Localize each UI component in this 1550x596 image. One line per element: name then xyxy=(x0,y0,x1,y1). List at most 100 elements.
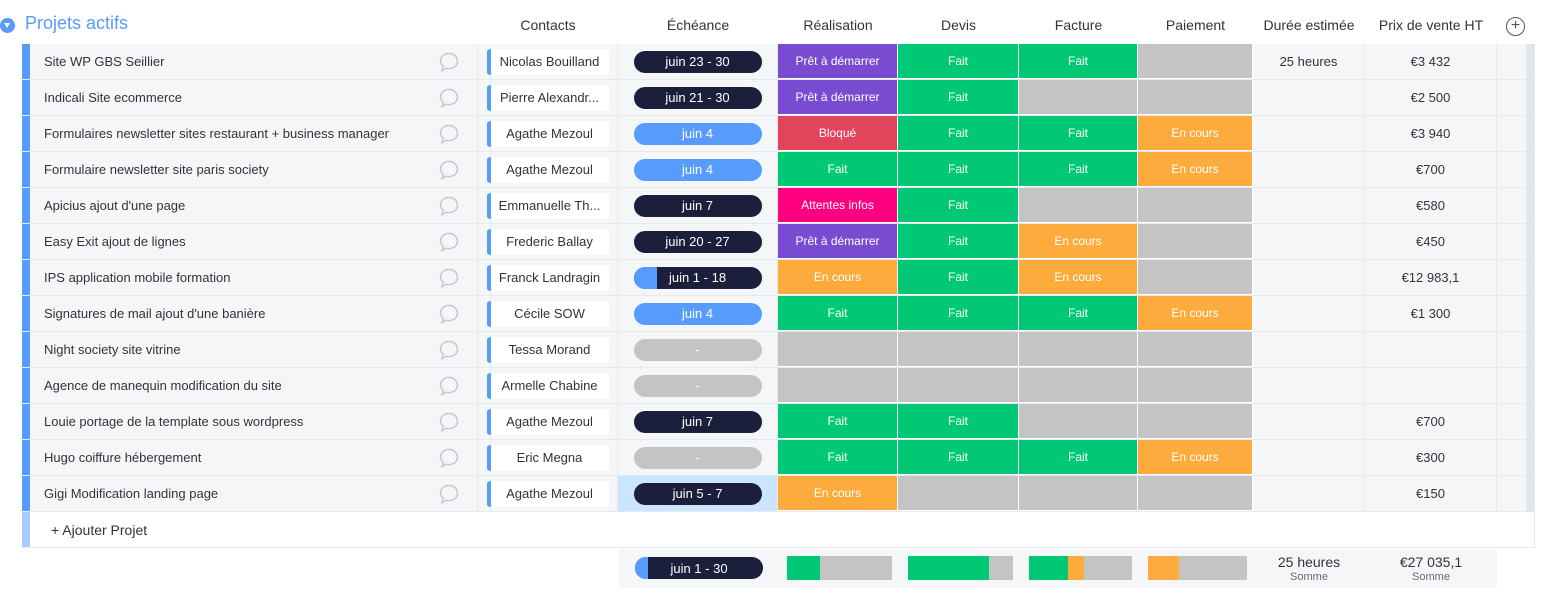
project-name[interactable]: Gigi Modification landing page xyxy=(30,476,478,511)
status-realisation[interactable]: Fait xyxy=(778,152,898,187)
comment-bubble-icon[interactable] xyxy=(438,303,460,325)
date-pill[interactable]: juin 4 xyxy=(633,302,762,325)
contact-chip[interactable]: Emmanuelle Th... xyxy=(486,192,609,219)
duree-cell[interactable] xyxy=(1253,116,1365,151)
status-devis[interactable] xyxy=(898,476,1019,511)
date-pill[interactable]: juin 7 xyxy=(633,410,762,433)
column-header-echeance[interactable]: Échéance xyxy=(666,17,730,33)
status-realisation[interactable]: Attentes infos xyxy=(778,188,898,223)
status-realisation[interactable]: Bloqué xyxy=(778,116,898,151)
status-paiement[interactable] xyxy=(1138,224,1253,259)
status-paiement[interactable] xyxy=(1138,404,1253,439)
comment-bubble-icon[interactable] xyxy=(438,159,460,181)
prix-cell[interactable]: €700 xyxy=(1365,152,1497,187)
duree-cell[interactable] xyxy=(1253,476,1365,511)
duree-cell[interactable] xyxy=(1253,404,1365,439)
project-name[interactable]: Indicali Site ecommerce xyxy=(30,80,478,115)
table-row[interactable]: Formulaire newsletter site paris society… xyxy=(22,152,1535,188)
comment-bubble-icon[interactable] xyxy=(438,195,460,217)
duree-cell[interactable] xyxy=(1253,368,1365,403)
duree-cell[interactable]: 25 heures xyxy=(1253,44,1365,79)
group-title[interactable]: Projets actifs xyxy=(25,13,129,33)
status-realisation[interactable]: En cours xyxy=(778,476,898,511)
prix-cell[interactable] xyxy=(1365,332,1497,367)
status-paiement[interactable] xyxy=(1138,188,1253,223)
comment-bubble-icon[interactable] xyxy=(438,231,460,253)
comment-bubble-icon[interactable] xyxy=(438,123,460,145)
date-pill[interactable]: - xyxy=(633,446,762,469)
contact-chip[interactable]: Nicolas Bouilland xyxy=(486,48,609,75)
comment-bubble-icon[interactable] xyxy=(438,483,460,505)
status-paiement[interactable]: En cours xyxy=(1138,440,1253,475)
comment-bubble-icon[interactable] xyxy=(438,339,460,361)
contact-chip[interactable]: Eric Megna xyxy=(486,444,609,471)
table-row[interactable]: Gigi Modification landing page Agathe Me… xyxy=(22,476,1535,512)
status-paiement[interactable]: En cours xyxy=(1138,152,1253,187)
contact-chip[interactable]: Agathe Mezoul xyxy=(486,120,609,147)
prix-cell[interactable]: €150 xyxy=(1365,476,1497,511)
add-column-icon[interactable]: + xyxy=(1506,17,1525,36)
status-facture[interactable] xyxy=(1019,404,1138,439)
prix-cell[interactable]: €450 xyxy=(1365,224,1497,259)
project-name[interactable]: Formulaires newsletter sites restaurant … xyxy=(30,116,478,151)
table-row[interactable]: Hugo coiffure hébergement Eric Megna - F… xyxy=(22,440,1535,476)
contact-chip[interactable]: Frederic Ballay xyxy=(486,228,609,255)
status-facture[interactable]: En cours xyxy=(1019,260,1138,295)
date-pill[interactable]: juin 20 - 27 xyxy=(633,230,762,253)
comment-bubble-icon[interactable] xyxy=(438,267,460,289)
prix-cell[interactable]: €300 xyxy=(1365,440,1497,475)
column-header-contacts[interactable]: Contacts xyxy=(520,17,576,33)
table-row[interactable]: Formulaires newsletter sites restaurant … xyxy=(22,116,1535,152)
status-realisation[interactable]: Fait xyxy=(778,296,898,331)
project-name[interactable]: Easy Exit ajout de lignes xyxy=(30,224,478,259)
table-row[interactable]: IPS application mobile formation Franck … xyxy=(22,260,1535,296)
prix-cell[interactable] xyxy=(1365,368,1497,403)
contact-chip[interactable]: Agathe Mezoul xyxy=(486,156,609,183)
column-header-facture[interactable]: Facture xyxy=(1054,17,1103,33)
status-paiement[interactable] xyxy=(1138,476,1253,511)
comment-bubble-icon[interactable] xyxy=(438,447,460,469)
date-pill[interactable]: - xyxy=(633,338,762,361)
status-facture[interactable]: Fait xyxy=(1019,440,1138,475)
status-devis[interactable] xyxy=(898,368,1019,403)
add-project-button[interactable]: + Ajouter Projet xyxy=(51,522,148,538)
project-name[interactable]: Hugo coiffure hébergement xyxy=(30,440,478,475)
duree-cell[interactable] xyxy=(1253,224,1365,259)
date-pill[interactable]: juin 7 xyxy=(633,194,762,217)
project-name[interactable]: IPS application mobile formation xyxy=(30,260,478,295)
project-name[interactable]: Formulaire newsletter site paris society xyxy=(30,152,478,187)
prix-cell[interactable]: €3 940 xyxy=(1365,116,1497,151)
status-devis[interactable] xyxy=(898,332,1019,367)
column-header-paiement[interactable]: Paiement xyxy=(1165,17,1226,33)
status-facture[interactable]: Fait xyxy=(1019,152,1138,187)
duree-cell[interactable] xyxy=(1253,260,1365,295)
table-row[interactable]: Night society site vitrine Tessa Morand … xyxy=(22,332,1535,368)
status-facture[interactable] xyxy=(1019,80,1138,115)
column-header-realisation[interactable]: Réalisation xyxy=(803,17,873,33)
contact-chip[interactable]: Cécile SOW xyxy=(486,300,609,327)
comment-bubble-icon[interactable] xyxy=(438,51,460,73)
comment-bubble-icon[interactable] xyxy=(438,375,460,397)
add-project-row[interactable]: + Ajouter Projet xyxy=(22,512,1535,548)
status-facture[interactable] xyxy=(1019,476,1138,511)
comment-bubble-icon[interactable] xyxy=(438,87,460,109)
status-paiement[interactable] xyxy=(1138,368,1253,403)
contact-chip[interactable]: Agathe Mezoul xyxy=(486,408,609,435)
status-paiement[interactable] xyxy=(1138,332,1253,367)
column-header-duree[interactable]: Durée estimée xyxy=(1263,17,1355,33)
table-row[interactable]: Louie portage de la template sous wordpr… xyxy=(22,404,1535,440)
status-realisation[interactable]: Prêt à démarrer xyxy=(778,80,898,115)
table-row[interactable]: Easy Exit ajout de lignes Frederic Balla… xyxy=(22,224,1535,260)
status-devis[interactable]: Fait xyxy=(898,296,1019,331)
table-row[interactable]: Site WP GBS Seillier Nicolas Bouilland j… xyxy=(22,44,1535,80)
status-facture[interactable]: Fait xyxy=(1019,116,1138,151)
table-row[interactable]: Agence de manequin modification du site … xyxy=(22,368,1535,404)
status-devis[interactable]: Fait xyxy=(898,188,1019,223)
prix-cell[interactable]: €700 xyxy=(1365,404,1497,439)
column-header-devis[interactable]: Devis xyxy=(940,17,976,33)
status-realisation[interactable]: En cours xyxy=(778,260,898,295)
date-pill[interactable]: juin 4 xyxy=(633,158,762,181)
status-paiement[interactable]: En cours xyxy=(1138,116,1253,151)
prix-cell[interactable]: €3 432 xyxy=(1365,44,1497,79)
prix-cell[interactable]: €1 300 xyxy=(1365,296,1497,331)
